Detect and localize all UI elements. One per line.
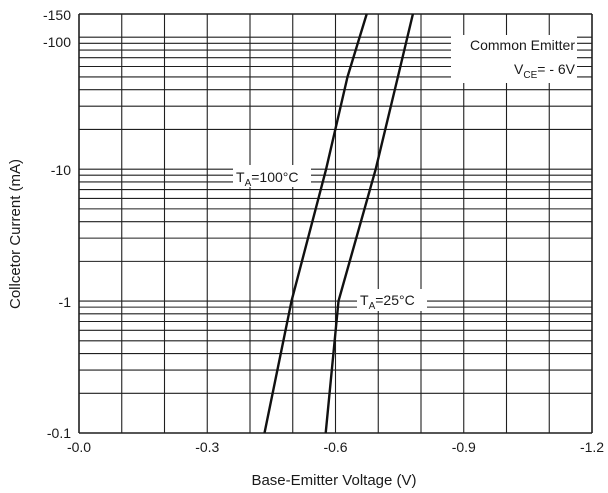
svg-text:TA=100°C: TA=100°C <box>236 169 298 189</box>
y-tick-label: -1 <box>59 294 72 310</box>
annotation-ta-100: TA=100°C <box>233 165 311 189</box>
x-tick-label: -0.9 <box>452 439 476 455</box>
y-tick-label: -10 <box>51 162 71 178</box>
svg-text:VCE= - 6V: VCE= - 6V <box>514 61 576 81</box>
y-tick-label: -0.1 <box>47 425 71 441</box>
x-tick-label: -0.3 <box>195 439 219 455</box>
y-tick-label: -150 <box>43 7 71 23</box>
svg-text:TA=25°C: TA=25°C <box>360 292 415 312</box>
tick-labels: -0.0 -0.3 -0.6 -0.9 -1.2 -150 -100 -10 -1 -0.1 <box>43 7 604 455</box>
annotation-ta-25: TA=25°C <box>357 289 427 312</box>
y-tick-label: -100 <box>43 34 71 50</box>
y-axis-title: Collcetor Current (mA) <box>7 159 24 309</box>
series-line-ta-25 <box>324 13 415 434</box>
x-tick-label: -0.0 <box>67 439 91 455</box>
annotation-common-emitter: Common Emitter VCE= - 6V <box>451 35 577 83</box>
svg-text:Common Emitter: Common Emitter <box>470 37 575 53</box>
x-axis-title: Base-Emitter Voltage (V) <box>251 472 416 489</box>
x-tick-label: -0.6 <box>323 439 347 455</box>
series-line-ta-100 <box>263 13 368 434</box>
series-lines <box>263 13 415 434</box>
x-tick-label: -1.2 <box>580 439 604 455</box>
